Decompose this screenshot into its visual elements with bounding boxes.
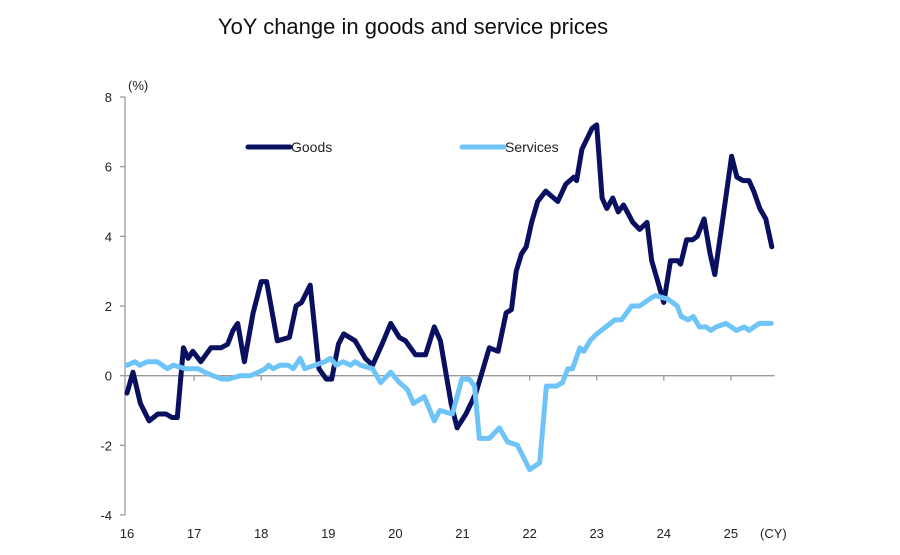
x-tick-label: 24: [657, 526, 671, 541]
x-tick-label: 18: [254, 526, 268, 541]
legend-item-services: Services: [459, 139, 559, 155]
y-tick-label: 2: [105, 299, 112, 314]
y-axis-unit-label: (%): [128, 78, 148, 93]
chart-title: YoY change in goods and service prices: [217, 14, 609, 39]
x-axis-unit-label: (CY): [760, 526, 787, 541]
x-tick-label: 20: [388, 526, 402, 541]
y-tick-label: 8: [105, 90, 112, 105]
series-line-services: [124, 293, 774, 473]
x-tick-label: 25: [724, 526, 738, 541]
y-tick-label: 0: [105, 369, 112, 384]
y-tick-label: 6: [105, 160, 112, 175]
y-tick-label: 4: [105, 229, 112, 244]
legend-label: Services: [505, 139, 559, 155]
x-tick-label: 22: [522, 526, 536, 541]
x-tick-label: 17: [187, 526, 201, 541]
x-tick-label: 23: [589, 526, 603, 541]
x-tick-label: 19: [321, 526, 335, 541]
series-line-goods: [124, 122, 775, 431]
y-tick-label: -4: [100, 508, 112, 523]
legend-item-goods: Goods: [245, 139, 332, 155]
x-tick-label: 16: [120, 526, 134, 541]
y-tick-label: -2: [100, 438, 112, 453]
legend-label: Goods: [291, 139, 332, 155]
series-layer: [124, 122, 775, 473]
legend: Goods Services: [245, 139, 559, 155]
x-tick-label: 21: [455, 526, 469, 541]
